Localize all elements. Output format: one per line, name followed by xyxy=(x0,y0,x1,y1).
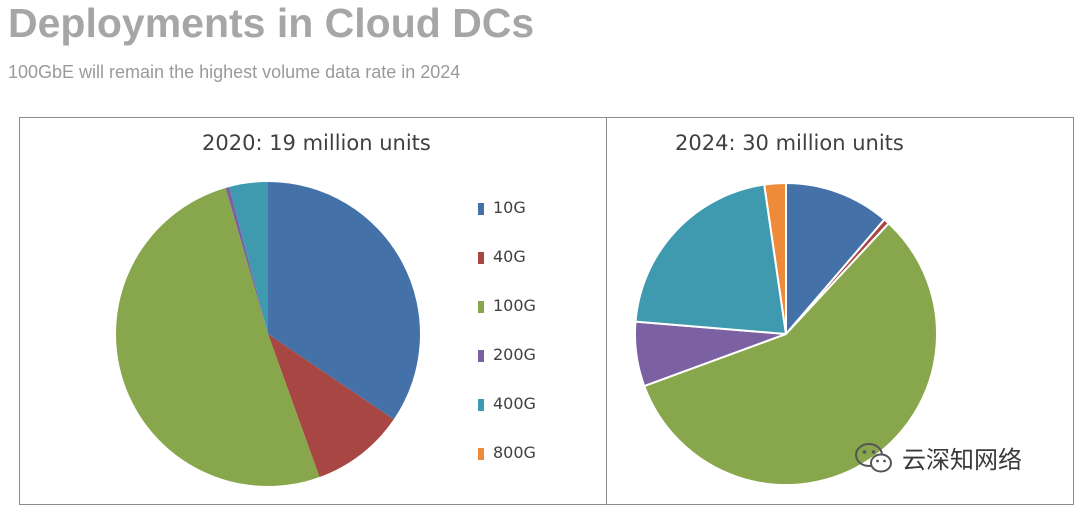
legend-swatch xyxy=(478,203,484,215)
pie-slice-2020-200g xyxy=(225,187,268,334)
chart-panel-2024: 2024: 30 million units xyxy=(606,117,1074,505)
pie-slice-2024-100g xyxy=(643,222,938,486)
legend-swatch xyxy=(478,448,484,460)
pie-slice-2020-400g xyxy=(229,182,268,334)
pie-chart-2020 xyxy=(116,182,421,486)
chart-title-2020: 2020: 19 million units xyxy=(202,131,431,155)
pie-slice-2020-10g xyxy=(268,182,421,420)
pie-slice-2024-10g xyxy=(785,182,886,335)
pie-slice-2024-800g xyxy=(763,182,787,335)
watermark-text: 云深知网络 xyxy=(902,446,1022,474)
legend-label: 100G xyxy=(493,296,536,315)
legend-swatch xyxy=(478,252,484,264)
legend-label: 400G xyxy=(493,394,536,413)
watermark: 云深知网络 xyxy=(854,440,1022,475)
legend-swatch xyxy=(478,350,484,362)
pie-chart-2024 xyxy=(634,182,938,486)
pie-slice-2024-400g xyxy=(634,183,787,335)
pie-slice-2020-40g xyxy=(268,334,394,478)
legend-label: 10G xyxy=(493,198,526,217)
chart-title-2024: 2024: 30 million units xyxy=(675,131,904,155)
page-subtitle: 100GbE will remain the highest volume da… xyxy=(8,62,461,82)
pie-slice-2020-100g xyxy=(116,188,320,486)
legend-swatch xyxy=(478,399,484,411)
legend-label: 40G xyxy=(493,247,526,266)
legend-label: 800G xyxy=(493,443,536,462)
wechat-icon xyxy=(855,442,892,472)
page-title: Deployments in Cloud DCs xyxy=(8,0,535,46)
chart-panel-2020: 2020: 19 million units 10G 40G 100G 200G 400… xyxy=(19,117,607,505)
legend-swatch xyxy=(478,301,484,313)
legend-label: 200G xyxy=(493,345,536,364)
